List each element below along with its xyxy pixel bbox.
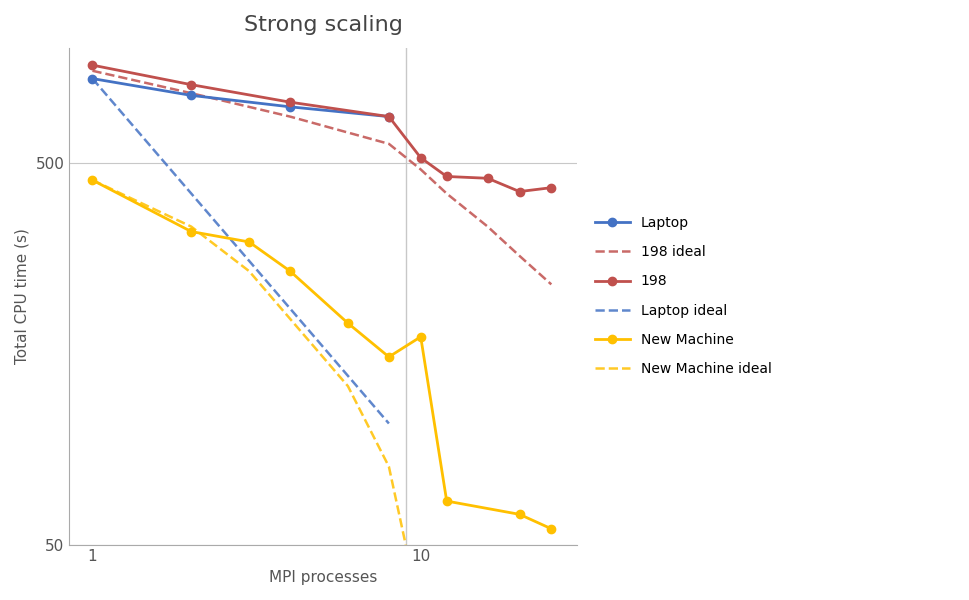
New Machine xyxy=(514,511,525,518)
Line: 198 ideal: 198 ideal xyxy=(92,71,551,284)
198 ideal xyxy=(482,223,493,230)
Laptop xyxy=(383,113,394,120)
198 ideal xyxy=(546,281,557,288)
New Machine xyxy=(546,525,557,532)
198 xyxy=(415,154,426,161)
198 xyxy=(546,184,557,191)
New Machine xyxy=(243,238,255,245)
198 xyxy=(514,188,525,195)
198 xyxy=(482,175,493,182)
Laptop ideal xyxy=(383,420,394,427)
198 xyxy=(284,98,296,106)
New Machine xyxy=(185,228,197,235)
Title: Strong scaling: Strong scaling xyxy=(244,15,403,35)
Line: Laptop ideal: Laptop ideal xyxy=(92,79,389,424)
198 xyxy=(383,113,394,120)
New Machine xyxy=(383,353,394,361)
198 ideal xyxy=(86,67,98,74)
Legend: Laptop, 198 ideal, 198, Laptop ideal, New Machine, New Machine ideal: Laptop, 198 ideal, 198, Laptop ideal, Ne… xyxy=(589,211,777,382)
Laptop xyxy=(185,92,197,99)
New Machine ideal xyxy=(342,382,354,389)
198 ideal xyxy=(284,113,296,120)
Laptop xyxy=(86,75,98,82)
198 xyxy=(86,62,98,69)
Line: 198: 198 xyxy=(88,61,555,196)
New Machine ideal xyxy=(185,223,197,230)
Line: New Machine: New Machine xyxy=(88,176,555,533)
198 ideal xyxy=(441,190,453,197)
New Machine xyxy=(284,268,296,275)
198 xyxy=(441,173,453,180)
New Machine ideal xyxy=(86,176,98,184)
New Machine xyxy=(342,320,354,327)
New Machine xyxy=(415,333,426,340)
New Machine ideal xyxy=(243,268,255,275)
198 ideal xyxy=(383,140,394,148)
198 ideal xyxy=(514,252,525,259)
198 xyxy=(185,81,197,88)
Y-axis label: Total CPU time (s): Total CPU time (s) xyxy=(15,228,30,364)
New Machine xyxy=(86,176,98,184)
198 ideal xyxy=(185,89,197,97)
New Machine ideal xyxy=(400,541,412,548)
Line: Laptop: Laptop xyxy=(88,74,393,121)
X-axis label: MPI processes: MPI processes xyxy=(269,570,378,585)
Line: New Machine ideal: New Machine ideal xyxy=(92,180,406,545)
Laptop ideal xyxy=(86,75,98,82)
Laptop xyxy=(284,103,296,110)
New Machine ideal xyxy=(383,463,394,470)
New Machine xyxy=(441,497,453,505)
198 ideal xyxy=(415,166,426,173)
New Machine ideal xyxy=(284,315,296,322)
